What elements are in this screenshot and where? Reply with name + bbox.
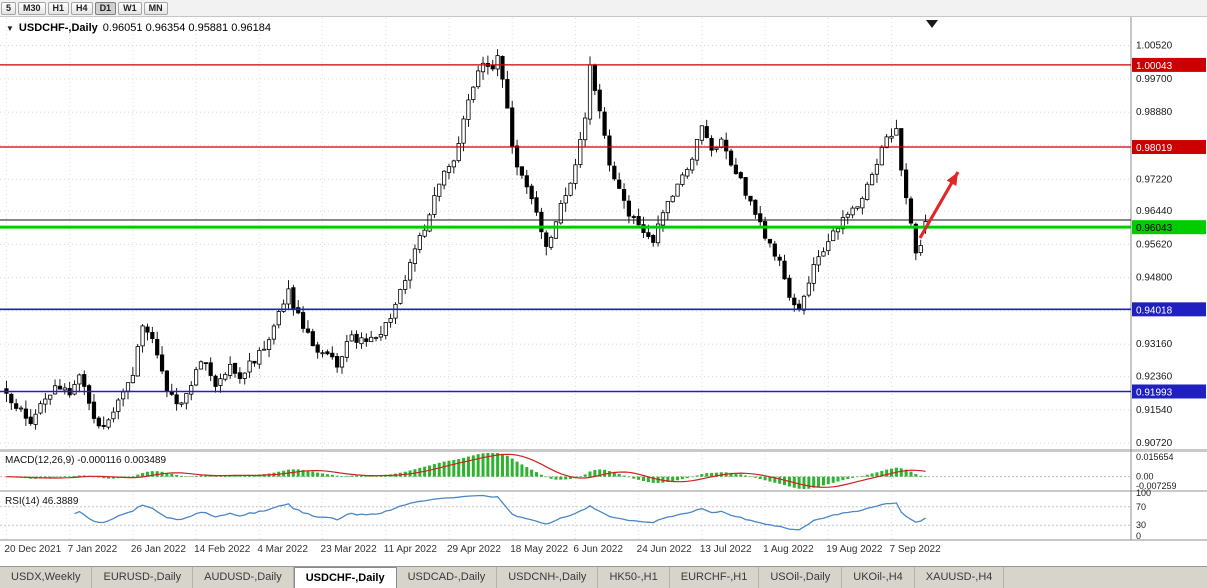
- svg-text:0: 0: [1136, 531, 1141, 541]
- svg-text:0.99700: 0.99700: [1136, 74, 1173, 85]
- svg-text:1 Aug 2022: 1 Aug 2022: [763, 544, 814, 555]
- rsi-line: [74, 494, 926, 531]
- svg-text:14 Feb 2022: 14 Feb 2022: [194, 544, 251, 555]
- chart-tab[interactable]: UKOil-,H4: [842, 567, 915, 588]
- svg-text:1.00043: 1.00043: [1136, 61, 1173, 72]
- svg-text:0.91540: 0.91540: [1136, 405, 1173, 416]
- chart-shift-marker: [926, 20, 938, 28]
- svg-text:0.93160: 0.93160: [1136, 339, 1173, 350]
- timeframe-button-5[interactable]: 5: [1, 1, 17, 15]
- timeframe-button-mn[interactable]: MN: [143, 1, 168, 15]
- timeframe-button-d1[interactable]: D1: [94, 1, 117, 15]
- chart-tab[interactable]: XAUUSD-,H4: [915, 567, 1005, 588]
- chart-symbol-label: USDCHF-,Daily: [18, 22, 98, 34]
- svg-text:0.91993: 0.91993: [1136, 387, 1173, 398]
- svg-text:29 Apr 2022: 29 Apr 2022: [447, 544, 501, 555]
- svg-text:0.96043: 0.96043: [1136, 223, 1173, 234]
- svg-text:4 Mar 2022: 4 Mar 2022: [257, 544, 308, 555]
- svg-text:6 Jun 2022: 6 Jun 2022: [573, 544, 623, 555]
- price-badge: [1132, 302, 1206, 317]
- svg-text:13 Jul 2022: 13 Jul 2022: [700, 544, 752, 555]
- svg-text:24 Jun 2022: 24 Jun 2022: [637, 544, 692, 555]
- svg-text:0.015654: 0.015654: [1136, 452, 1174, 462]
- macd-indicator-label: MACD(12,26,9) -0.000116 0.003489: [5, 455, 167, 466]
- timeframe-button-w1[interactable]: W1: [118, 1, 142, 15]
- price-badge: [1132, 140, 1206, 155]
- svg-text:20 Dec 2021: 20 Dec 2021: [4, 544, 61, 555]
- svg-text:18 May 2022: 18 May 2022: [510, 544, 568, 555]
- chart-tab[interactable]: HK50-,H1: [598, 567, 670, 588]
- timeframe-button-h1[interactable]: H1: [47, 1, 70, 15]
- price-badge: [1132, 384, 1206, 399]
- chart-tab[interactable]: USDCAD-,Daily: [397, 567, 498, 588]
- svg-text:0.90720: 0.90720: [1136, 438, 1173, 449]
- svg-text:11 Apr 2022: 11 Apr 2022: [384, 544, 438, 555]
- price-badge: [1132, 57, 1206, 72]
- svg-text:0.97220: 0.97220: [1136, 174, 1173, 185]
- svg-text:-0.007259: -0.007259: [1136, 481, 1177, 491]
- symbol-dropdown-icon[interactable]: ▼: [6, 23, 14, 33]
- svg-text:0.00: 0.00: [1136, 472, 1154, 482]
- chart-tab[interactable]: EURUSD-,Daily: [92, 567, 194, 588]
- svg-text:23 Mar 2022: 23 Mar 2022: [321, 544, 378, 555]
- svg-text:0.98019: 0.98019: [1136, 143, 1173, 154]
- svg-text:1.00520: 1.00520: [1136, 41, 1173, 52]
- svg-text:0.92360: 0.92360: [1136, 372, 1173, 383]
- svg-text:0.94800: 0.94800: [1136, 273, 1173, 284]
- chart-ohlc-values: 0.96051 0.96354 0.95881 0.96184: [102, 22, 271, 34]
- svg-text:7 Jan 2022: 7 Jan 2022: [68, 544, 118, 555]
- chart-tabs-bar: USDX,Weekly EURUSD-,Daily AUDUSD-,Daily USD…: [0, 566, 1207, 588]
- svg-text:0.98880: 0.98880: [1136, 107, 1173, 118]
- svg-text:19 Aug 2022: 19 Aug 2022: [826, 544, 883, 555]
- svg-text:0.96440: 0.96440: [1136, 206, 1173, 217]
- svg-text:26 Jan 2022: 26 Jan 2022: [131, 544, 186, 555]
- chart-tab[interactable]: AUDUSD-,Daily: [193, 567, 294, 588]
- price-badge: [1132, 220, 1206, 235]
- svg-text:0.94018: 0.94018: [1136, 305, 1173, 316]
- trend-arrow-head: [946, 172, 958, 186]
- timeframe-toolbar: 5 M30 H1 H4 D1 W1 MN: [0, 0, 1207, 17]
- timeframe-button-h4[interactable]: H4: [71, 1, 93, 15]
- macd-signal-line: [6, 453, 926, 488]
- timeframe-button-m30[interactable]: M30: [18, 1, 46, 15]
- chart-header: ▼ USDCHF-,Daily 0.96051 0.96354 0.95881 …: [6, 22, 271, 34]
- svg-text:70: 70: [1136, 502, 1146, 512]
- svg-text:7 Sep 2022: 7 Sep 2022: [890, 544, 942, 555]
- svg-text:0.95620: 0.95620: [1136, 239, 1173, 250]
- timeframe-buttons: 5 M30 H1 H4 D1 W1 MN: [1, 1, 168, 15]
- chart-tab[interactable]: USDX,Weekly: [0, 567, 93, 588]
- candlesticks: [4, 49, 928, 430]
- svg-text:30: 30: [1136, 520, 1146, 530]
- svg-text:100: 100: [1136, 488, 1151, 498]
- chart-tab[interactable]: USOil-,Daily: [759, 567, 843, 588]
- rsi-indicator-label: RSI(14) 46.3889: [5, 496, 79, 507]
- chart-tab[interactable]: EURCHF-,H1: [670, 567, 760, 588]
- chart-tab[interactable]: USDCHF-,Daily: [293, 567, 397, 588]
- chart-tab[interactable]: USDCNH-,Daily: [497, 567, 599, 588]
